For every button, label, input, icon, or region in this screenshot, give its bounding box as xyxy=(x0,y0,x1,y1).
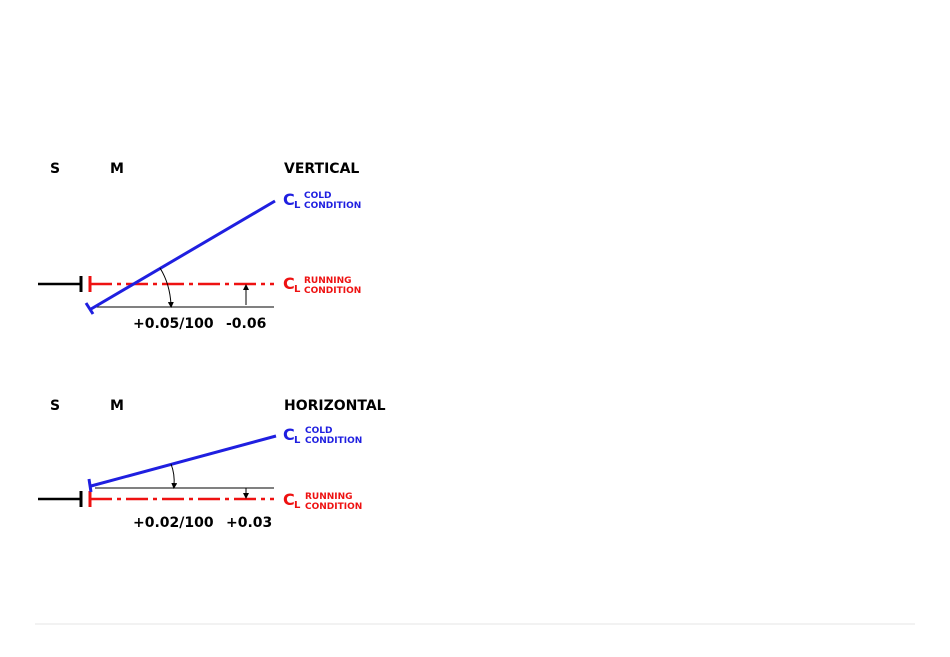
horizontal-offset-value: +0.03 xyxy=(226,515,272,531)
vertical-running-sub: L xyxy=(294,284,301,295)
horizontal-cold-line2: CONDITION xyxy=(305,436,362,446)
horizontal-running-line1: RUNNING xyxy=(305,492,353,502)
horizontal-slope-value: +0.02/100 xyxy=(133,515,214,531)
horizontal-cold-sub: L xyxy=(294,435,301,446)
horizontal-running-c: C xyxy=(283,490,295,509)
vertical-m-label: M xyxy=(110,161,124,177)
horizontal-cold-line xyxy=(90,434,277,488)
vertical-slope-value: +0.05/100 xyxy=(133,316,214,332)
horizontal-running-line2: CONDITION xyxy=(305,502,362,512)
vertical-cold-line1: COLD xyxy=(304,191,331,201)
vertical-running-label: C L RUNNING CONDITION xyxy=(283,274,361,296)
vertical-slope-arrow xyxy=(159,267,174,308)
horizontal-title: HORIZONTAL xyxy=(284,398,386,414)
vertical-cold-sub: L xyxy=(294,200,301,211)
horizontal-cold-flange xyxy=(87,478,93,493)
horizontal-slope-arrow xyxy=(170,463,178,489)
vertical-cold-line2: CONDITION xyxy=(304,201,361,211)
vertical-running-line1: RUNNING xyxy=(304,276,352,286)
vertical-panel: S M VERTICAL +0.05/100 -0.06 C L COLD CO… xyxy=(38,161,361,332)
horizontal-running-sub: L xyxy=(294,500,301,511)
vertical-offset-value: -0.06 xyxy=(226,316,266,332)
horizontal-cold-label: C L COLD CONDITION xyxy=(283,425,362,446)
horizontal-running-label: C L RUNNING CONDITION xyxy=(283,490,362,512)
vertical-running-line2: CONDITION xyxy=(304,286,361,296)
horizontal-cold-c: C xyxy=(283,425,295,444)
vertical-cold-line xyxy=(90,199,276,311)
horizontal-m-label: M xyxy=(110,398,124,414)
horizontal-s-label: S xyxy=(50,398,60,414)
horizontal-cold-line1: COLD xyxy=(305,426,332,436)
vertical-cold-flange xyxy=(84,302,95,315)
vertical-title: VERTICAL xyxy=(284,161,359,177)
horizontal-panel: S M HORIZONTAL +0.02/100 +0.03 C L COLD … xyxy=(38,398,386,531)
vertical-cold-label: C L COLD CONDITION xyxy=(283,190,361,211)
vertical-cold-c: C xyxy=(283,190,295,209)
vertical-s-label: S xyxy=(50,161,60,177)
vertical-running-c: C xyxy=(283,274,295,293)
